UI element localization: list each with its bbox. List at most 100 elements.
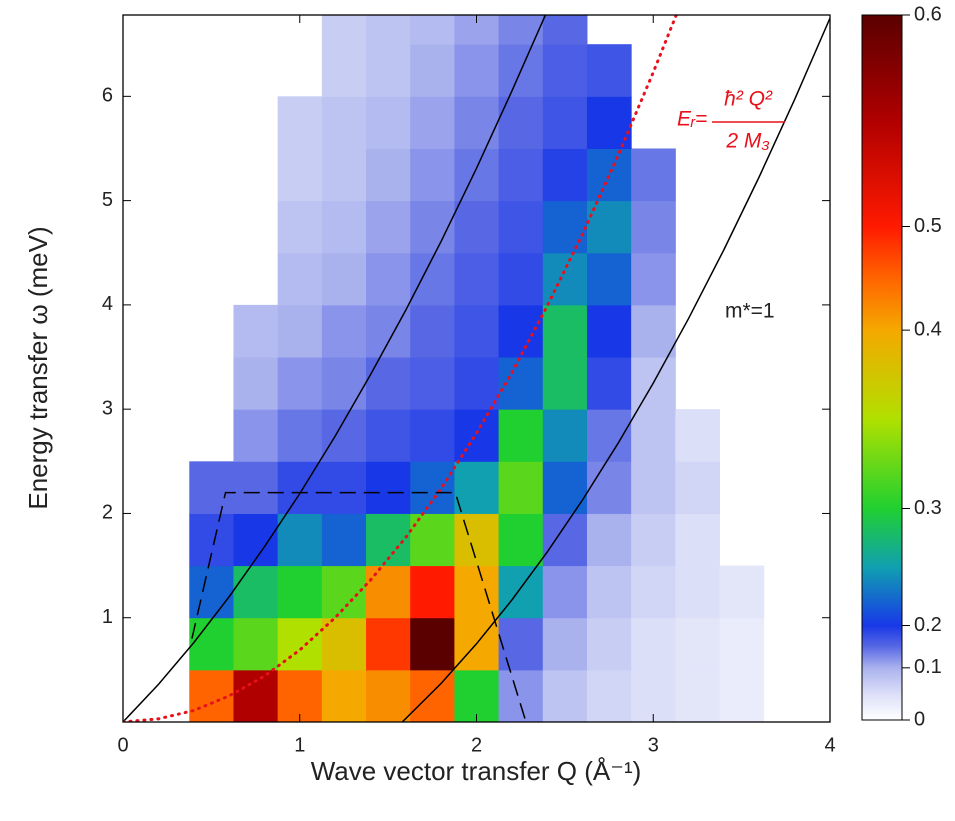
heat-cell	[586, 513, 632, 567]
heat-cell	[321, 565, 367, 619]
heat-cell	[454, 252, 500, 306]
heat-cell	[410, 252, 455, 306]
heat-cell	[542, 669, 588, 722]
heat-cell	[675, 565, 721, 619]
curves	[123, 15, 830, 722]
heat-cell	[631, 461, 676, 514]
heat-cell	[233, 304, 279, 358]
heat-cell	[631, 669, 676, 722]
heat-cell	[277, 357, 323, 410]
heat-cell	[498, 669, 544, 722]
heat-cell	[233, 357, 279, 410]
heat-cell	[189, 617, 234, 671]
heat-cell	[498, 304, 544, 358]
heat-cell	[542, 200, 588, 254]
heat-cell	[498, 513, 544, 567]
heat-cell	[498, 461, 544, 514]
heat-cell	[233, 461, 279, 514]
heat-cell	[366, 200, 411, 254]
heat-cell	[498, 565, 544, 619]
y-axis-label: Energy transfer ω (meV)	[23, 226, 53, 509]
heat-cell	[454, 304, 500, 358]
heat-cell	[631, 200, 676, 254]
heat-cell	[675, 617, 721, 671]
heat-cell	[675, 513, 721, 567]
curve	[123, 15, 547, 722]
heat-cell	[277, 565, 323, 619]
y-tick-label: 3	[102, 397, 113, 419]
heat-cell	[366, 565, 411, 619]
heat-cell	[719, 565, 765, 619]
y-tick-label: 1	[102, 606, 113, 628]
heat-cell	[586, 409, 632, 462]
heat-cell	[586, 44, 632, 97]
colorbar-tick-label: 0.1	[914, 656, 942, 678]
heat-cell	[321, 669, 367, 722]
heat-cell	[542, 44, 588, 97]
heat-cell	[498, 15, 544, 45]
heat-cell	[410, 96, 455, 149]
heat-cell	[454, 409, 500, 462]
heat-cell	[542, 513, 588, 567]
heat-cell	[410, 617, 455, 671]
heat-cell	[277, 409, 323, 462]
heat-cell	[321, 357, 367, 410]
colorbar-tick-label: 0.5	[914, 215, 942, 237]
heat-cell	[542, 96, 588, 149]
heat-cell	[454, 148, 500, 202]
heat-cell	[366, 357, 411, 410]
heat-cell	[321, 15, 367, 45]
curve	[401, 17, 830, 722]
heat-cell	[321, 461, 367, 514]
y-tick-label: 5	[102, 189, 113, 211]
heat-cell	[366, 461, 411, 514]
heat-cell	[498, 409, 544, 462]
heat-cell	[366, 669, 411, 722]
heat-cell	[631, 252, 676, 306]
heat-cell	[189, 461, 234, 514]
heat-cell	[631, 304, 676, 358]
mass-label: m*=1	[725, 300, 775, 323]
y-tick-label: 6	[102, 85, 113, 107]
heat-cell	[233, 617, 279, 671]
heat-cell	[410, 409, 455, 462]
heat-cell	[586, 461, 632, 514]
heat-cell	[498, 617, 544, 671]
heat-cell	[631, 565, 676, 619]
heat-cell	[366, 409, 411, 462]
heat-cell	[277, 148, 323, 202]
heat-cell	[454, 669, 500, 722]
heat-cell	[586, 617, 632, 671]
heat-cell	[586, 669, 632, 722]
heat-cell	[366, 44, 411, 97]
heatmap	[189, 15, 765, 722]
heat-cell	[410, 669, 455, 722]
heat-cell	[277, 304, 323, 358]
formula-denominator: 2 M₃	[725, 130, 769, 153]
heat-cell	[410, 148, 455, 202]
heat-cell	[277, 513, 323, 567]
colorbar-tick-label: 0.4	[914, 318, 942, 340]
heat-cell	[454, 44, 500, 97]
heat-cell	[277, 200, 323, 254]
colorbar-tick-label: 0.3	[914, 497, 942, 519]
heat-cell	[498, 252, 544, 306]
heat-cell	[366, 252, 411, 306]
heat-cell	[410, 44, 455, 97]
heat-cell	[586, 252, 632, 306]
curve	[191, 491, 527, 722]
heat-cell	[586, 148, 632, 202]
formula-numerator: ħ² Q²	[724, 88, 773, 111]
heat-cell	[410, 461, 455, 514]
heat-cell	[189, 513, 234, 567]
heat-cell	[321, 148, 367, 202]
y-tick-label: 4	[102, 293, 113, 315]
heat-cell	[498, 200, 544, 254]
heat-cell	[233, 565, 279, 619]
heat-cell	[233, 669, 279, 722]
heat-cell	[542, 252, 588, 306]
heat-cell	[321, 304, 367, 358]
heat-cell	[321, 617, 367, 671]
heat-cell	[675, 669, 721, 722]
heat-cell	[498, 148, 544, 202]
